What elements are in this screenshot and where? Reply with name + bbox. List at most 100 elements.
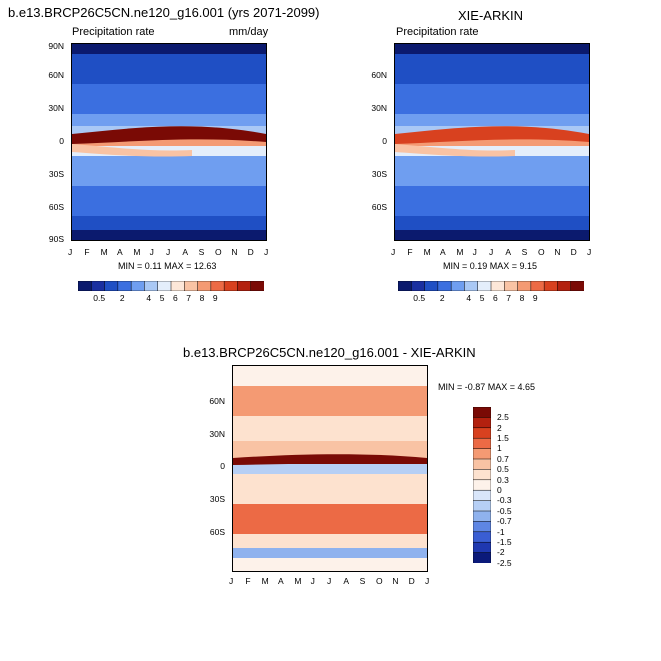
x-tick-label: S — [198, 247, 205, 257]
colorbar-swatch — [184, 281, 199, 291]
colorbar-swatch — [473, 510, 491, 523]
panel2-plot — [394, 43, 590, 241]
colorbar-swatch — [530, 281, 545, 291]
precip-band — [72, 54, 266, 84]
colorbar-label: -1.5 — [497, 537, 512, 547]
panel3-colorbar: 2.5 2 1.5 1 0.7 0.5 0.3 0 -0.3 -0.5 -0.7 -1 -1.5 -2 -2… — [473, 407, 512, 568]
panel3-colorbar-labels: 2.5 2 1.5 1 0.7 0.5 0.3 0 -0.3 -0.5 -0.7 -1 -1.5 -2 -2… — [497, 407, 537, 568]
panel1-plot — [71, 43, 267, 241]
colorbar-swatch — [117, 281, 132, 291]
y-tick-label: 90S — [48, 234, 64, 244]
colorbar-swatch — [464, 281, 479, 291]
colorbar-label: 7 — [186, 293, 192, 303]
colorbar-swatch — [477, 281, 492, 291]
x-tick-label: F — [407, 247, 413, 257]
panel2-colorbar: 0.5 2 4 5 6 7 8 9 — [398, 281, 584, 303]
precip-band — [72, 186, 266, 216]
panel1-colorbar-strip — [78, 281, 264, 291]
itcz-core — [395, 126, 589, 144]
x-tick-label: D — [408, 576, 415, 586]
colorbar-swatch — [473, 521, 491, 533]
x-tick-label: A — [343, 576, 349, 586]
precip-band — [72, 230, 266, 240]
colorbar-label: 2.5 — [497, 412, 509, 423]
colorbar-swatch — [473, 541, 491, 554]
panel1-units-label: mm/day — [229, 26, 269, 38]
diff-band — [233, 441, 427, 458]
x-tick-label: J — [149, 247, 154, 257]
precip-band — [395, 44, 589, 54]
y-tick-label: 60N — [209, 396, 225, 406]
x-tick-label: A — [505, 247, 511, 257]
y-tick-label: 60N — [371, 70, 387, 80]
colorbar-label: 2 — [439, 293, 445, 303]
x-tick-label: F — [84, 247, 90, 257]
panel1-heatmap — [72, 44, 266, 240]
colorbar-label: 0.5 — [413, 293, 426, 303]
colorbar-swatch — [557, 281, 572, 291]
colorbar-swatch — [473, 427, 491, 439]
panel1-title: b.e13.BRCP26C5CN.ne120_g16.001 (yrs 2071… — [8, 5, 320, 20]
colorbar-label: 4 — [146, 293, 152, 303]
x-tick-label: M — [133, 247, 141, 257]
colorbar-label: 0.5 — [497, 464, 509, 475]
precip-band — [395, 230, 589, 240]
colorbar-label: 1 — [497, 443, 502, 454]
colorbar-label: -2 — [497, 547, 505, 558]
panel2-heatmap — [395, 44, 589, 240]
diff-band — [233, 474, 427, 504]
colorbar-swatch — [398, 281, 413, 291]
colorbar-label: 9 — [212, 293, 218, 303]
y-tick-label: 30N — [48, 103, 64, 113]
x-tick-label: A — [117, 247, 123, 257]
y-tick-label: 60S — [371, 202, 387, 212]
precip-band — [72, 156, 266, 186]
colorbar-swatch — [197, 281, 212, 291]
x-tick-label: N — [392, 576, 399, 586]
precip-band — [72, 44, 266, 54]
colorbar-swatch — [104, 281, 119, 291]
diff-itcz — [233, 454, 427, 465]
diff-band — [233, 386, 427, 416]
colorbar-swatch — [473, 407, 491, 419]
x-tick-label: J — [391, 247, 396, 257]
precip-band — [395, 54, 589, 84]
colorbar-swatch — [504, 281, 519, 291]
colorbar-swatch — [223, 281, 239, 291]
y-tick-label: 60N — [48, 70, 64, 80]
diff-band — [233, 558, 427, 571]
colorbar-swatch — [91, 281, 106, 291]
colorbar-swatch — [411, 281, 426, 291]
colorbar-swatch — [543, 281, 559, 291]
colorbar-label: -2.5 — [497, 557, 512, 568]
x-tick-label: N — [231, 247, 238, 257]
colorbar-label: 4 — [466, 293, 472, 303]
y-tick-label: 30S — [371, 169, 387, 179]
south-band — [395, 144, 515, 157]
colorbar-label: 6 — [493, 293, 498, 303]
x-tick-label: M — [100, 247, 108, 257]
precip-band — [395, 216, 589, 230]
panel1-colorbar: 0.5 2 4 5 6 7 8 9 — [78, 281, 264, 303]
colorbar-swatch — [437, 281, 452, 291]
y-tick-label: 30S — [209, 494, 225, 504]
x-tick-label: J — [264, 247, 269, 257]
x-tick-label: J — [472, 247, 477, 257]
colorbar-label: -0.3 — [497, 495, 512, 506]
colorbar-label: -0.7 — [497, 516, 512, 527]
panel3-title: b.e13.BRCP26C5CN.ne120_g16.001 - XIE-ARK… — [183, 345, 476, 360]
colorbar-swatch — [450, 281, 466, 291]
x-tick-label: A — [278, 576, 284, 586]
panel1-colorbar-labels: 0.5 2 4 5 6 7 8 9 — [78, 293, 264, 305]
south-band — [72, 144, 192, 157]
diff-band — [233, 504, 427, 534]
colorbar-label: -0.5 — [497, 505, 512, 516]
colorbar-swatch — [250, 281, 264, 291]
colorbar-label: 8 — [199, 293, 205, 303]
panel3-heatmap — [233, 366, 427, 571]
panel2-stats: MIN = 0.19 MAX = 9.15 — [443, 261, 538, 271]
colorbar-swatch — [78, 281, 93, 291]
panel1-stats: MIN = 0.11 MAX = 12.63 — [118, 261, 217, 271]
y-tick-label: 0 — [220, 461, 225, 471]
colorbar-swatch — [473, 479, 491, 491]
